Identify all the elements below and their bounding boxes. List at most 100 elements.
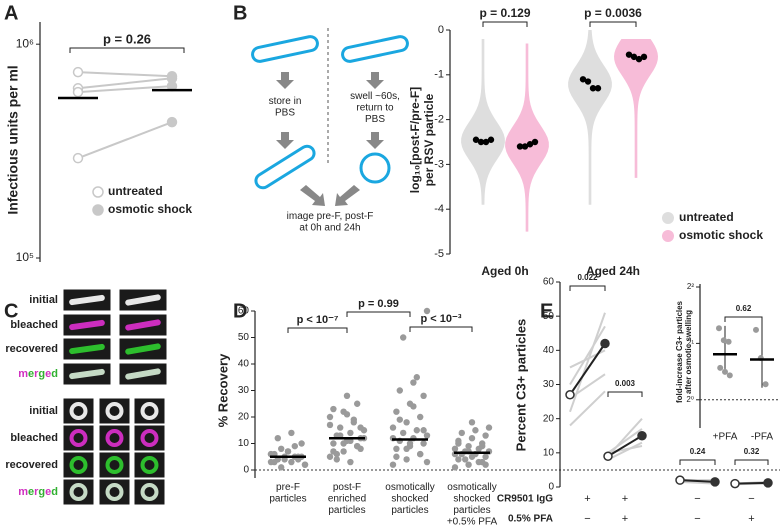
x-tick-label: Aged 24h [586,264,640,278]
particle-signal [140,402,159,420]
annotation: p = 0.99 [358,298,399,310]
point [354,400,361,407]
y-tick-label: 30 [238,385,250,396]
bracket [724,316,763,322]
legend-marker [92,186,104,198]
point [278,445,285,452]
replicate-point [584,78,592,85]
point [420,427,427,434]
point [716,325,722,332]
particle-signal [69,456,88,474]
point [347,429,354,437]
annotation: 0.022 [577,273,598,282]
point [413,374,420,381]
particle-signal [125,343,161,355]
point [389,424,397,431]
condition-value: − [694,513,700,525]
point [326,421,334,429]
particle-signal [69,294,105,306]
point [340,448,347,455]
point [354,442,361,450]
point [465,461,472,468]
x-tick-label: osmotically shocked particles [385,482,434,516]
legend-label: untreated [108,184,163,198]
step-label: image pre-F, post-F at 0h and 24h [287,211,374,234]
micrograph [98,397,131,425]
point [462,456,469,463]
violin [614,38,658,178]
point [717,364,724,371]
point [340,440,347,447]
replicate-line [569,325,606,386]
y-tick-label: 10 [238,438,250,449]
condition-label: 0.5% PFA [508,514,553,525]
point [166,116,178,128]
replicate-point [487,136,495,143]
point [479,442,486,450]
legend-label: osmotic shock [108,202,192,216]
point [465,442,472,450]
y-tick-label: 30 [543,379,555,390]
micrograph [62,424,95,452]
bracket [589,21,637,27]
micrograph [98,478,131,506]
particle-signal [69,343,105,355]
point [420,392,427,399]
condition-value: − [694,493,700,505]
point [485,424,493,431]
particle-signal [105,483,124,501]
point [274,435,281,442]
diagram: store in PBS swell ~60s, return to PBS imag… [251,28,409,234]
point [475,458,482,466]
annotation: 0.24 [690,447,706,456]
legend-label: osmotic shock [679,228,763,242]
replicate-point [482,138,490,146]
bracket [409,326,473,332]
violin [505,43,549,232]
y-tick-label: 2² [687,282,694,291]
legend-marker [662,212,674,224]
mean-line [607,434,643,458]
replicate-line [569,390,606,427]
replicate-point [531,138,539,146]
arrow [366,132,384,149]
replicate-point [516,143,524,150]
micrograph [62,451,95,479]
channel-label: merged [18,486,58,498]
panel-label: D [233,300,247,322]
point [468,419,476,426]
particle [251,35,319,63]
point [406,440,414,447]
y-axis-label: fold-increase C3+ particlesafter osmotic… [675,300,693,403]
mean-point [603,451,613,461]
point [451,445,459,452]
x-tick-label: osmotically shocked particles +0.5% PFA [447,482,498,528]
bracket [734,459,769,465]
point [326,453,334,460]
y-axis-label: Infectious units per ml [5,65,21,214]
micrograph [98,424,131,452]
mean-point [730,478,740,489]
arrow [276,132,294,149]
channel-label: recovered [5,459,58,471]
y-tick-label: -3 [434,158,444,170]
bracket [69,47,185,53]
point [417,413,424,421]
replicate-point [579,76,587,83]
y-tick-label: -1 [434,69,444,81]
point [403,419,410,426]
particle [359,152,391,184]
point [400,429,407,437]
particle [254,144,316,190]
y-axis-label: log₁₀[post-F/pre-F]per RSV particle [408,87,436,193]
point [271,458,278,466]
x-tick-label: pre-F particles [269,482,306,505]
annotation: 0.32 [744,447,760,456]
annotation: p = 0.0036 [584,6,642,20]
point [72,66,84,78]
point [762,381,769,388]
point [393,445,400,452]
point [347,458,354,466]
y-tick-label: -2 [434,114,444,126]
